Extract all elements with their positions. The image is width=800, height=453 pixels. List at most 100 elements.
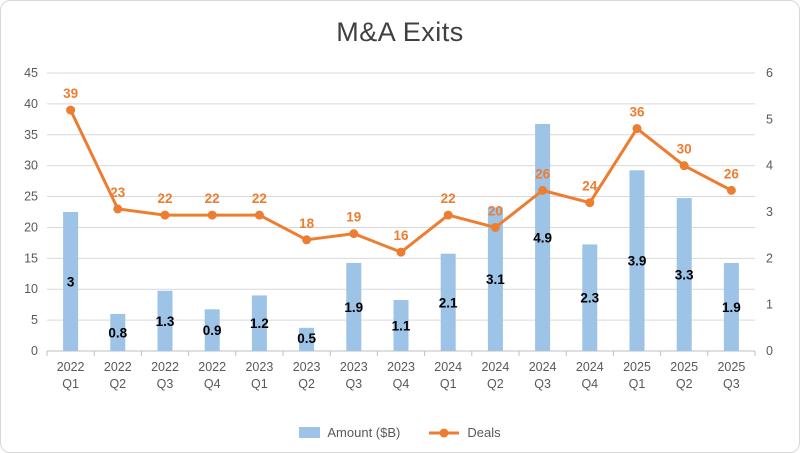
x-axis-label-quarter: Q4 — [204, 377, 221, 391]
deals-value-label: 19 — [346, 210, 361, 225]
x-axis-label-year: 2023 — [340, 360, 368, 374]
right-axis-tick-label: 5 — [766, 112, 773, 126]
line-marker — [160, 210, 170, 220]
bar — [535, 123, 551, 351]
bar — [393, 300, 409, 351]
bar — [440, 253, 456, 351]
legend: Amount ($B) Deals — [1, 425, 799, 440]
x-axis-label-quarter: Q1 — [62, 377, 79, 391]
bar-value-label: 3.9 — [628, 254, 647, 269]
bar — [110, 313, 126, 351]
x-axis-label-year: 2025 — [670, 360, 698, 374]
x-axis-label-quarter: Q3 — [345, 377, 362, 391]
left-axis-tick-label: 20 — [24, 220, 38, 234]
x-axis-label-year: 2025 — [717, 360, 745, 374]
bar-value-label: 4.9 — [533, 230, 552, 245]
x-axis-label-quarter: Q3 — [534, 377, 551, 391]
x-axis-label-quarter: Q2 — [676, 377, 693, 391]
bar-value-label: 1.9 — [344, 300, 363, 315]
deals-value-label: 36 — [629, 105, 645, 120]
bar-value-label: 3.1 — [486, 272, 505, 287]
amount-bar-swatch-icon — [299, 427, 321, 438]
bar-value-label: 1.2 — [250, 316, 269, 331]
bar — [629, 170, 645, 351]
line-marker — [396, 247, 406, 257]
x-axis-label-year: 2024 — [481, 360, 509, 374]
bar-value-label: 3.3 — [675, 268, 694, 283]
legend-amount-label: Amount ($B) — [327, 425, 401, 440]
deals-value-label: 26 — [535, 166, 551, 181]
deals-value-label: 20 — [488, 203, 503, 218]
right-axis-tick-label: 3 — [766, 205, 773, 219]
line-marker — [679, 161, 689, 171]
deals-value-label: 26 — [724, 166, 740, 181]
right-axis-tick-label: 4 — [766, 159, 773, 173]
x-axis-label-quarter: Q1 — [440, 377, 457, 391]
bar — [676, 198, 692, 351]
x-axis-label-quarter: Q4 — [581, 377, 598, 391]
line-marker — [207, 210, 217, 220]
x-axis-label-quarter: Q3 — [157, 377, 174, 391]
legend-item-amount: Amount ($B) — [299, 425, 400, 440]
bar — [251, 295, 267, 351]
bar — [63, 212, 79, 351]
x-axis-label-year: 2022 — [104, 360, 132, 374]
x-axis-label-year: 2022 — [151, 360, 179, 374]
x-axis-label-quarter: Q1 — [251, 377, 268, 391]
x-axis-label-quarter: Q2 — [487, 377, 504, 391]
left-axis-tick-label: 0 — [31, 344, 38, 358]
deals-line-swatch-icon — [429, 428, 460, 437]
deals-value-label: 23 — [110, 185, 126, 200]
line-marker — [585, 198, 595, 208]
deals-value-label: 16 — [393, 228, 409, 243]
x-axis-label-quarter: Q3 — [723, 377, 740, 391]
bar-value-label: 2.1 — [439, 295, 458, 310]
line-marker — [66, 105, 76, 115]
x-axis-label-year: 2025 — [623, 360, 651, 374]
left-axis-tick-label: 30 — [24, 159, 38, 173]
line-marker — [349, 229, 359, 239]
deals-value-label: 24 — [582, 179, 598, 194]
bar-value-label: 0.8 — [108, 325, 127, 340]
x-axis-label-year: 2023 — [387, 360, 415, 374]
left-axis-tick-label: 25 — [24, 190, 38, 204]
bar — [487, 207, 503, 351]
x-axis-label-year: 2023 — [293, 360, 321, 374]
x-axis-label-year: 2024 — [529, 360, 557, 374]
line-marker — [302, 235, 312, 245]
deals-value-label: 22 — [441, 191, 456, 206]
bar-value-label: 2.3 — [580, 291, 599, 306]
left-axis-tick-label: 35 — [24, 128, 38, 142]
x-axis-label-quarter: Q2 — [298, 377, 315, 391]
line-marker — [490, 222, 500, 232]
x-axis-label-year: 2022 — [57, 360, 85, 374]
line-marker — [254, 210, 264, 220]
deals-value-label: 18 — [299, 216, 315, 231]
x-axis-label-year: 2024 — [434, 360, 462, 374]
chart-title: M&A Exits — [336, 17, 464, 47]
x-axis-label-quarter: Q2 — [109, 377, 126, 391]
right-axis-tick-label: 2 — [766, 251, 773, 265]
line-marker — [113, 204, 123, 214]
left-axis-tick-label: 10 — [24, 282, 38, 296]
line-marker — [726, 185, 736, 195]
right-axis-tick-label: 6 — [766, 66, 773, 80]
bar-value-label: 1.9 — [722, 300, 741, 315]
x-axis-label-year: 2022 — [198, 360, 226, 374]
right-axis-tick-label: 0 — [766, 344, 773, 358]
left-axis-tick-label: 5 — [31, 313, 38, 327]
deals-value-label: 22 — [252, 191, 267, 206]
bar — [157, 290, 173, 351]
line-marker — [632, 124, 642, 134]
bar — [204, 309, 220, 351]
line-marker — [443, 210, 453, 220]
legend-deals-label: Deals — [467, 425, 501, 440]
deals-value-label: 39 — [63, 86, 78, 101]
deals-value-label: 22 — [157, 191, 172, 206]
bar — [582, 244, 598, 351]
bar — [723, 262, 739, 351]
bar — [299, 327, 315, 351]
deals-value-label: 30 — [677, 142, 692, 157]
